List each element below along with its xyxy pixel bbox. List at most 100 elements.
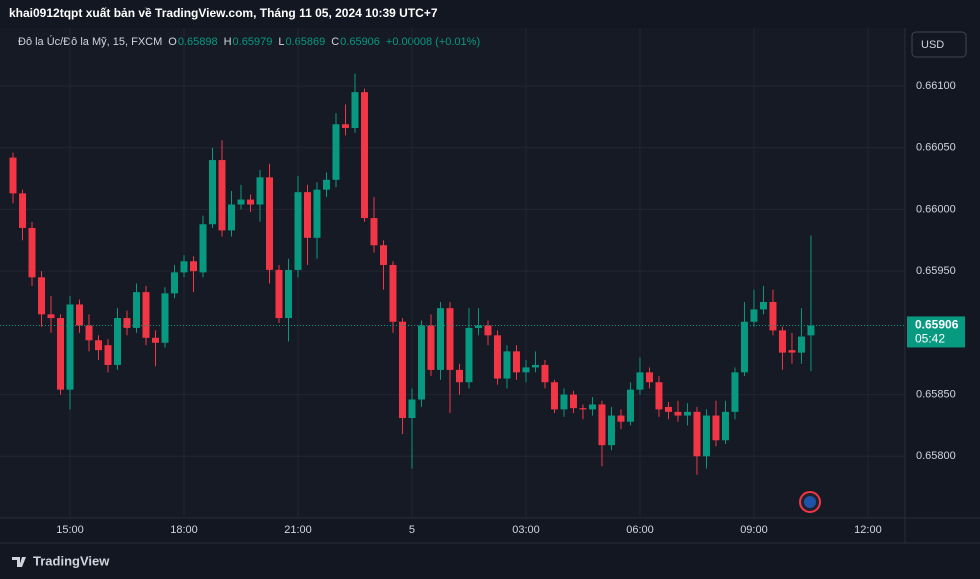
candle-body (807, 325, 815, 336)
candle-body (408, 399, 416, 419)
candle-body (664, 406, 672, 412)
x-tick-label: 18:00 (170, 524, 198, 536)
candle-body (332, 124, 340, 180)
candle-body (503, 351, 511, 379)
candle-body (389, 264, 397, 322)
candle-body (171, 272, 179, 294)
candle-body (76, 304, 84, 326)
candle-body (493, 335, 501, 379)
candle-body (237, 199, 245, 205)
candle-body (740, 321, 748, 373)
candle-body (398, 321, 406, 419)
plot-area (0, 28, 905, 518)
candle-body (303, 192, 311, 238)
candle-body (104, 345, 112, 365)
candle-body (569, 394, 577, 409)
legend-label: O (168, 36, 177, 48)
legend-change: +0.00008 (+0.01%) (386, 36, 480, 48)
candle-body (246, 199, 254, 205)
legend: Đô la Úc/Đô la Mỹ, 15, FXCM O 0.65898 H 0.65… (18, 35, 480, 48)
candle-body (114, 318, 122, 365)
candle-body (531, 364, 539, 368)
legend-label: L (278, 36, 284, 48)
candle-body (199, 224, 207, 273)
candle-body (85, 325, 93, 341)
candle-body (797, 336, 805, 353)
candle-body (66, 304, 74, 390)
candle-body (550, 382, 558, 410)
legend-value: 0.65906 (340, 36, 380, 48)
candle-body (133, 292, 141, 328)
candle-body (370, 218, 378, 246)
x-tick-label: 12:00 (854, 524, 882, 536)
x-tick-label: 03:00 (512, 524, 540, 536)
candle-body (484, 325, 492, 336)
candle-body (617, 415, 625, 422)
candle-body (579, 408, 587, 410)
candle-body (588, 404, 596, 410)
candle-body (721, 411, 729, 441)
countdown: 05:42 (915, 332, 945, 346)
candle-body (598, 404, 606, 446)
candle-body (142, 292, 150, 338)
candle-body (788, 350, 796, 353)
x-tick-label: 5 (409, 524, 415, 536)
y-tick-label: 0.65850 (916, 388, 956, 400)
candle-body (607, 415, 615, 446)
candle-body (626, 389, 634, 422)
y-tick-label: 0.65950 (916, 265, 956, 277)
candle-body (417, 325, 425, 400)
candle-body (560, 394, 568, 410)
candle-body (693, 411, 701, 457)
candle-body (446, 308, 454, 370)
candle-body (465, 327, 473, 383)
legend-label: H (224, 36, 232, 48)
candle-body (436, 308, 444, 370)
candle-body (190, 261, 198, 272)
candle-body (683, 411, 691, 416)
candle-body (284, 269, 292, 319)
chart-title: khai0912tqpt xuất bản về TradingView.com… (9, 6, 438, 20)
candle-body (227, 204, 235, 231)
x-tick-label: 21:00 (284, 524, 312, 536)
candle-body (256, 177, 264, 205)
y-tick-label: 0.66100 (916, 80, 956, 92)
candle-body (19, 193, 27, 228)
candle-body (161, 293, 169, 343)
candle-body (541, 364, 549, 383)
candle-body (636, 372, 644, 390)
legend-label: C (331, 36, 339, 48)
legend-value: 0.65979 (233, 36, 273, 48)
candle-body (778, 330, 786, 353)
legend-value: 0.65869 (285, 36, 325, 48)
last-price-tag (907, 316, 965, 348)
currency[interactable]: USD (921, 39, 944, 51)
candle-body (702, 415, 710, 457)
legend-symbol: Đô la Úc/Đô la Mỹ, 15, FXCM (18, 35, 162, 48)
x-tick-label: 09:00 (740, 524, 768, 536)
candle-body (427, 325, 435, 370)
candle-body (123, 318, 131, 328)
candle-body (351, 92, 359, 128)
logo (12, 557, 26, 567)
x-tick-label: 15:00 (56, 524, 84, 536)
candle-body (313, 189, 321, 238)
x-tick-label: 06:00 (626, 524, 654, 536)
candle-body (712, 415, 720, 441)
candle-body (152, 337, 160, 343)
y-tick-label: 0.66050 (916, 142, 956, 154)
candle-body (275, 269, 283, 319)
candle-body (655, 382, 663, 410)
candle-body (180, 261, 188, 273)
candle-body (218, 160, 226, 231)
candle-body (208, 160, 216, 225)
y-tick-label: 0.66000 (916, 203, 956, 215)
candle-body (522, 367, 530, 373)
candle-body (379, 245, 387, 265)
candle-body (28, 227, 36, 278)
candle-body (455, 369, 463, 383)
currency-box[interactable] (911, 31, 967, 58)
candle-body (769, 302, 777, 331)
candle-body (759, 302, 767, 310)
candle-body (57, 318, 65, 390)
